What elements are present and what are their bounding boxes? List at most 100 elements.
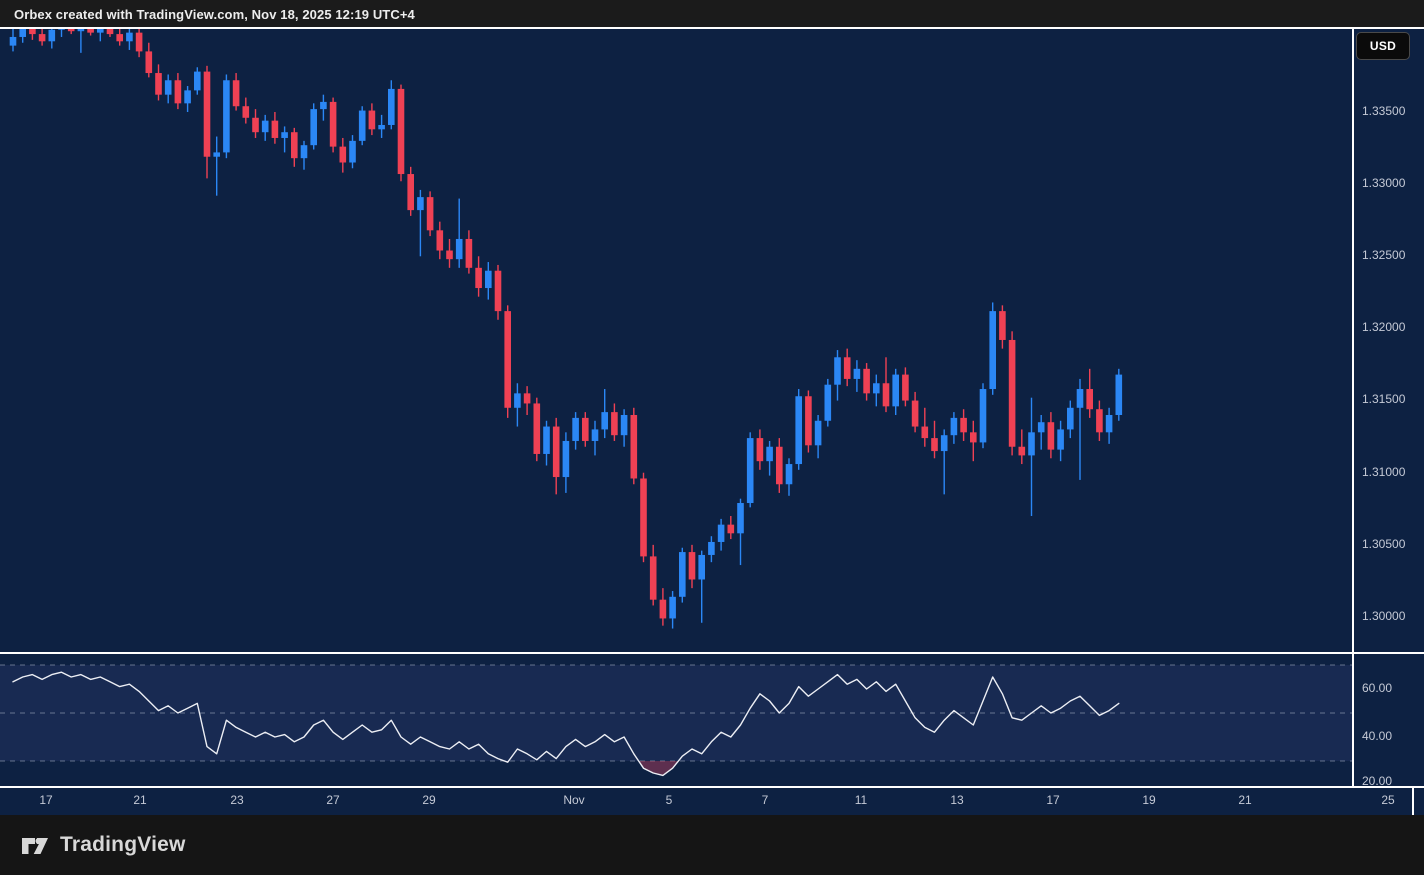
- candle: [242, 97, 250, 124]
- price-tick-label: 60.00: [1362, 681, 1393, 695]
- candle: [349, 135, 356, 169]
- candle: [58, 28, 65, 37]
- rsi-band: [0, 665, 1352, 761]
- candle: [475, 256, 482, 297]
- chart-footer: TradingView: [0, 815, 1424, 875]
- candle: [582, 412, 589, 447]
- candle: [194, 67, 201, 95]
- candlestick-price-pane[interactable]: [0, 28, 1352, 653]
- pane-top-separator: [0, 27, 1424, 29]
- candle: [843, 348, 851, 387]
- candle: [97, 28, 104, 42]
- candle: [1028, 397, 1035, 516]
- candle: [67, 28, 75, 35]
- candle: [465, 230, 473, 274]
- candle: [1115, 368, 1123, 421]
- candle: [446, 238, 453, 268]
- candle: [659, 588, 667, 626]
- candle: [339, 137, 347, 173]
- candle: [873, 374, 880, 407]
- candle: [989, 302, 996, 395]
- time-scale-axis[interactable]: 17 21 23 27 29 Nov 5 7 11 13 17 19 21 25: [0, 787, 1424, 815]
- candle: [19, 28, 26, 43]
- candle: [649, 544, 657, 606]
- candle: [223, 74, 230, 159]
- candle: [87, 28, 94, 36]
- candle: [620, 409, 628, 447]
- candle: [863, 363, 870, 401]
- rsi-indicator-pane[interactable]: [0, 653, 1352, 787]
- candle: [9, 28, 17, 52]
- price-tick-label: 20.00: [1362, 774, 1393, 788]
- candle: [805, 390, 812, 453]
- candle: [1037, 415, 1045, 450]
- time-tick-label: 21: [133, 793, 147, 807]
- candle: [388, 80, 395, 130]
- candle: [708, 536, 715, 563]
- price-scale-axis[interactable]: USD 1.33500 1.33000 1.32500 1.32000 1.31500 1…: [1352, 28, 1424, 788]
- candle: [960, 409, 967, 441]
- candle: [1067, 400, 1074, 439]
- time-tick-label: 11: [854, 793, 868, 807]
- candle: [436, 221, 444, 260]
- price-tick-label: 1.31500: [1362, 392, 1406, 406]
- rsi-oversold-fill: [638, 761, 679, 776]
- candle: [737, 498, 744, 566]
- candle: [746, 432, 754, 508]
- time-axis-separator: [0, 786, 1424, 788]
- candle: [426, 191, 434, 237]
- currency-badge[interactable]: USD: [1356, 32, 1410, 60]
- candle: [213, 136, 220, 196]
- price-tick-label: 1.30000: [1362, 609, 1406, 623]
- price-scale-separator: [1352, 28, 1354, 786]
- time-tick-label: 23: [230, 793, 244, 807]
- candle: [271, 112, 279, 144]
- candle: [979, 383, 987, 449]
- time-tick-label: 17: [39, 793, 53, 807]
- price-tick-label: 1.32000: [1362, 320, 1406, 334]
- candle: [329, 97, 337, 153]
- time-tick-label: 17: [1046, 793, 1060, 807]
- candle: [1047, 412, 1055, 459]
- candle: [184, 86, 191, 112]
- candle: [940, 429, 948, 495]
- candle: [1008, 331, 1016, 456]
- candle: [902, 367, 909, 407]
- candle: [48, 28, 56, 49]
- candle: [814, 415, 822, 459]
- candle: [1076, 378, 1084, 480]
- time-tick-label: 27: [326, 793, 340, 807]
- candle: [572, 412, 579, 450]
- time-tick-label: 5: [665, 793, 673, 807]
- candle: [126, 28, 133, 50]
- candle: [281, 126, 288, 153]
- axis-corner-separator: [1412, 787, 1414, 815]
- time-tick-label: 21: [1238, 793, 1252, 807]
- price-rsi-separator[interactable]: [0, 652, 1424, 654]
- candle: [485, 262, 492, 300]
- candle: [591, 420, 599, 456]
- chart-background: [0, 28, 1424, 815]
- candle: [203, 65, 211, 179]
- candle: [397, 84, 405, 182]
- time-tick-label: 25: [1381, 793, 1395, 807]
- chart-header: Orbex created with TradingView.com, Nov …: [0, 0, 1424, 28]
- candle: [1096, 400, 1103, 441]
- candle: [116, 28, 123, 46]
- candle: [261, 114, 269, 141]
- candle: [950, 412, 958, 444]
- price-tick-label: 1.33500: [1362, 104, 1406, 118]
- price-tick-label: 1.30500: [1362, 537, 1406, 551]
- candle: [38, 28, 46, 46]
- tradingview-logo-icon: [22, 838, 48, 854]
- candle: [824, 378, 832, 427]
- candle: [523, 386, 531, 415]
- tradingview-logo[interactable]: TradingView: [20, 830, 186, 860]
- candle: [135, 28, 143, 58]
- candle: [504, 305, 511, 418]
- candle: [970, 420, 977, 462]
- time-tick-label: 7: [761, 793, 769, 807]
- candle: [640, 472, 647, 563]
- candle: [378, 114, 385, 138]
- candle: [232, 73, 240, 111]
